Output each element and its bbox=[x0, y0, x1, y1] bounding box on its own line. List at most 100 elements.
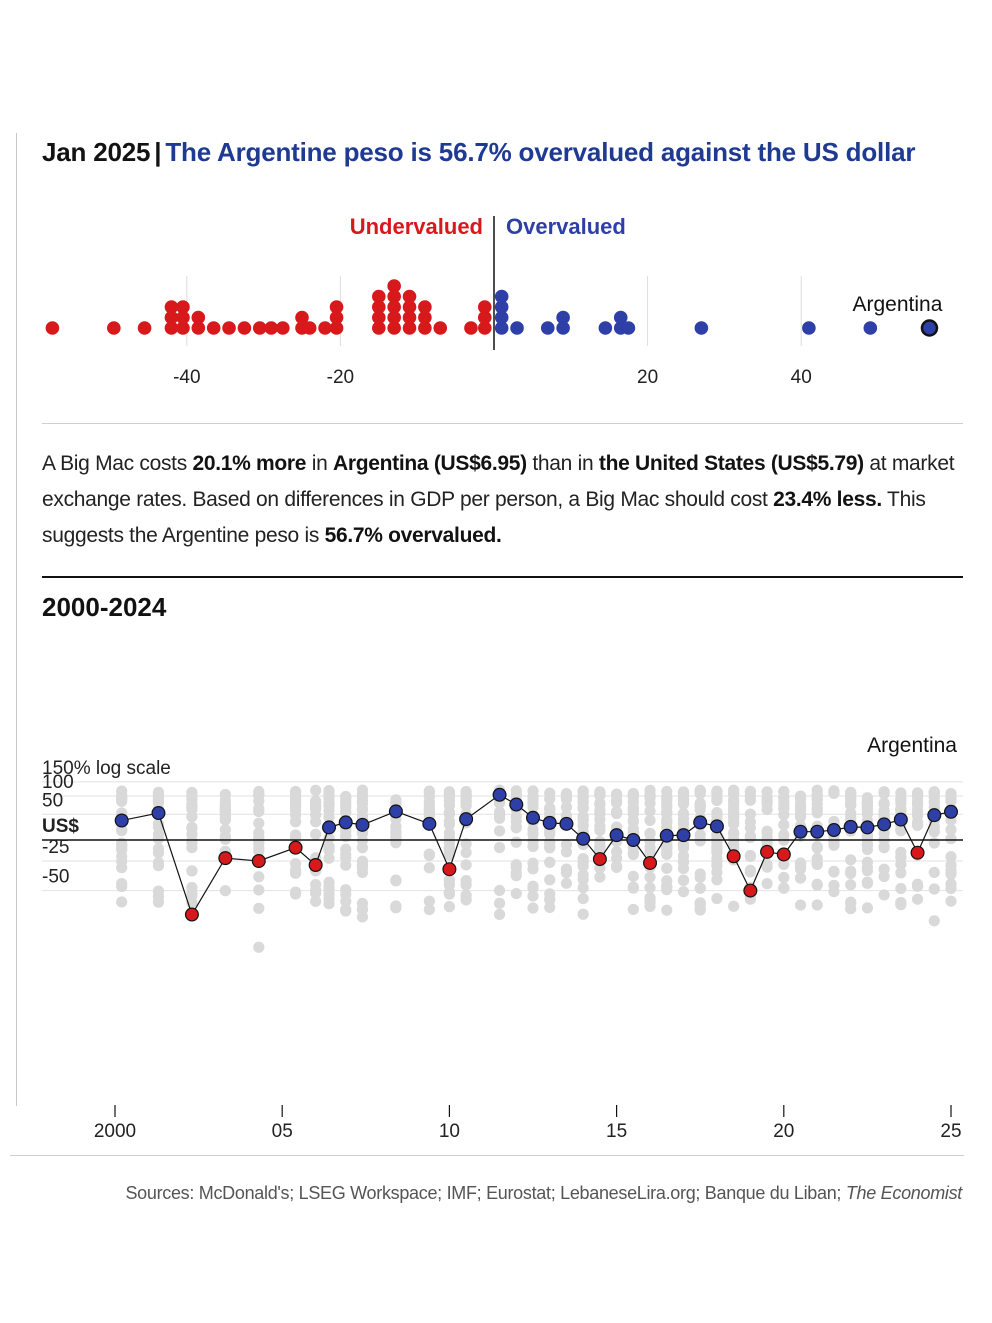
other-country-dot bbox=[661, 881, 673, 893]
argentina-overvalued-point bbox=[525, 810, 540, 825]
other-country-dot bbox=[544, 841, 556, 853]
other-country-dot bbox=[577, 819, 589, 831]
argentina-overvalued-point bbox=[609, 828, 624, 843]
other-country-dot bbox=[186, 865, 198, 877]
undervalued-dot bbox=[164, 321, 179, 335]
other-country-dot bbox=[253, 871, 265, 883]
argentina-overvalued-point bbox=[826, 823, 841, 838]
other-country-dot bbox=[186, 881, 198, 894]
other-country-dot bbox=[911, 893, 924, 905]
argentina-overvalued-point bbox=[810, 824, 825, 839]
undervalued-dot bbox=[329, 300, 344, 314]
undervalued-dot bbox=[418, 321, 432, 335]
other-country-dot bbox=[577, 882, 589, 894]
other-country-dot bbox=[443, 786, 455, 798]
other-country-dot bbox=[310, 828, 322, 840]
undervalued-dot bbox=[176, 300, 190, 314]
other-country-dot bbox=[544, 787, 556, 799]
undervalued-dot bbox=[418, 300, 432, 314]
undervalued-dot bbox=[387, 279, 401, 293]
other-country-dot bbox=[694, 835, 706, 847]
undervalued-dot bbox=[264, 321, 279, 335]
other-country-dot bbox=[340, 905, 352, 917]
other-country-dot bbox=[945, 824, 957, 836]
undervalued-dot bbox=[372, 310, 386, 325]
other-country-dot bbox=[778, 819, 790, 831]
other-country-dot bbox=[644, 805, 656, 817]
other-country-dot bbox=[728, 796, 740, 808]
other-country-dot bbox=[219, 798, 231, 811]
other-country-dot bbox=[861, 865, 874, 877]
x-tick-label: 40 bbox=[791, 367, 812, 388]
other-country-dot bbox=[627, 796, 639, 808]
other-country-dot bbox=[310, 784, 322, 796]
desc-bold: (US$6.95) bbox=[428, 452, 527, 475]
undervalued-dot bbox=[176, 310, 190, 325]
argentina-overvalued-point bbox=[860, 820, 875, 835]
argentina-overvalued-point bbox=[676, 828, 691, 843]
other-country-dot bbox=[527, 890, 539, 902]
baseline-label: US$ bbox=[42, 816, 79, 837]
y-tick-label: 50 bbox=[42, 790, 63, 811]
other-country-dot bbox=[794, 860, 807, 872]
undervalued-label: Undervalued bbox=[350, 214, 483, 239]
other-country-dot bbox=[794, 790, 807, 802]
other-country-dot bbox=[661, 862, 673, 874]
undervalued-dot bbox=[418, 310, 432, 325]
argentina-undervalued-point bbox=[218, 851, 233, 866]
undervalued-dot bbox=[372, 289, 386, 304]
other-country-dot bbox=[186, 794, 198, 806]
undervalued-dot bbox=[402, 289, 417, 304]
other-country-dot bbox=[510, 887, 522, 900]
other-country-dot bbox=[911, 880, 924, 892]
other-country-dot bbox=[761, 861, 773, 873]
other-country-dot bbox=[828, 866, 840, 878]
other-country-dot bbox=[390, 875, 402, 887]
source-italic: The Economist bbox=[845, 1183, 962, 1203]
other-country-dot bbox=[694, 868, 706, 880]
argentina-undervalued-point bbox=[776, 847, 791, 862]
overvalued-dot bbox=[494, 289, 509, 304]
undervalued-dot bbox=[372, 300, 386, 314]
argentina-undervalued-point bbox=[910, 845, 925, 860]
undervalued-dot bbox=[206, 321, 221, 335]
undervalued-dot bbox=[176, 321, 190, 335]
other-country-dot bbox=[878, 889, 890, 901]
other-country-dot bbox=[253, 845, 265, 857]
chart-header: Jan 2025 | The Argentine peso is 56.7% ove… bbox=[42, 137, 915, 168]
other-country-dot bbox=[423, 895, 435, 907]
other-country-dot bbox=[594, 843, 606, 855]
other-country-dot bbox=[945, 878, 957, 890]
other-country-dot bbox=[560, 801, 573, 813]
argentina-overvalued-point bbox=[151, 806, 166, 821]
other-country-dot bbox=[778, 882, 790, 894]
argentina-overvalued-point bbox=[422, 816, 437, 831]
overvalued-dot bbox=[863, 321, 878, 335]
other-country-dot bbox=[627, 804, 639, 817]
other-country-dot bbox=[694, 898, 706, 910]
undervalued-dot bbox=[433, 321, 448, 335]
other-country-dot bbox=[778, 802, 790, 814]
other-country-dot bbox=[340, 895, 352, 908]
other-country-dot bbox=[510, 859, 522, 871]
other-country-dot bbox=[186, 802, 198, 814]
other-country-dot bbox=[677, 874, 690, 887]
other-country-dot bbox=[544, 856, 556, 868]
desc-text: in bbox=[306, 452, 333, 475]
other-country-dot bbox=[711, 866, 723, 878]
other-country-dot bbox=[594, 808, 606, 820]
other-country-dot bbox=[845, 811, 857, 823]
other-country-dot bbox=[611, 846, 623, 858]
other-country-dot bbox=[390, 820, 402, 833]
undervalued-dot bbox=[402, 300, 417, 314]
overvalued-dot bbox=[556, 310, 570, 325]
other-country-dot bbox=[845, 867, 857, 880]
other-country-dot bbox=[594, 797, 606, 809]
argentina-overvalued-point bbox=[693, 815, 708, 830]
left-rule bbox=[16, 133, 17, 1106]
other-country-dot bbox=[644, 882, 656, 894]
other-country-dot bbox=[577, 892, 589, 905]
other-country-dot bbox=[510, 870, 522, 882]
other-country-dot bbox=[895, 899, 907, 911]
other-country-dot bbox=[928, 883, 940, 895]
